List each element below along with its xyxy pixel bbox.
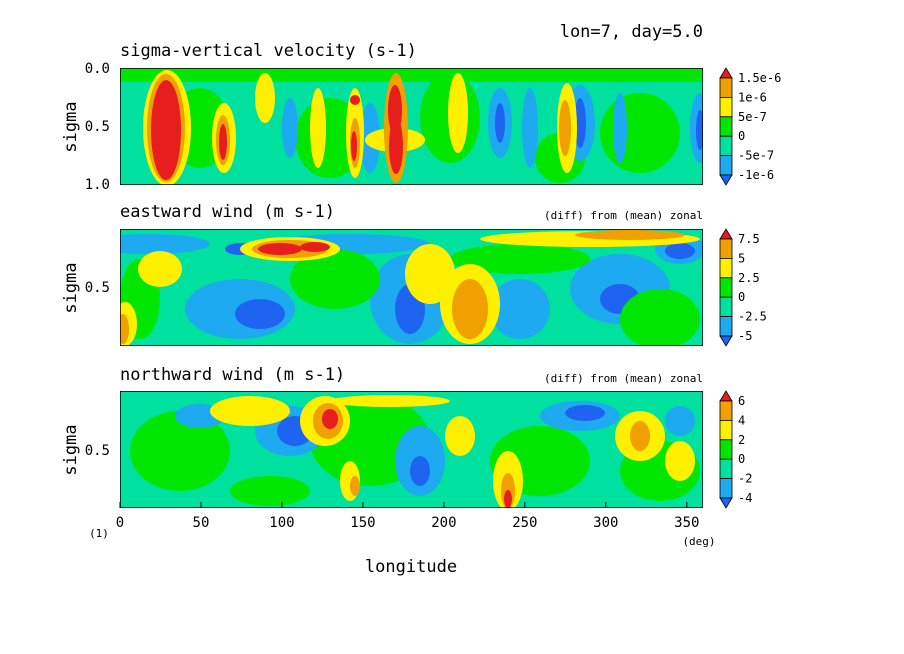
panel-eastward-wind: eastward wind (m s-1) (diff) from (mean)… <box>61 202 767 347</box>
colorbar-label: 0 <box>738 452 745 466</box>
colorbar-swatch <box>719 458 733 480</box>
x-tick-label: 100 <box>269 515 294 531</box>
panel-3-ytick: 0.5 <box>85 443 110 459</box>
x-axis-label: longitude <box>365 557 457 577</box>
colorbar-swatch <box>719 316 733 337</box>
colorbar-label: -2.5 <box>738 310 767 324</box>
colorbar-top-triangle <box>719 390 733 402</box>
colorbar-swatch <box>719 238 733 259</box>
colorbar-swatch <box>719 135 733 156</box>
panel-northward-wind: northward wind (m s-1) (diff) from (mean… <box>61 365 752 577</box>
panel-2-colorbar: 7.5 5 2.5 0 -2.5 -5 <box>719 228 767 347</box>
colorbar-label: -2 <box>738 472 752 486</box>
panel-3-colorbar: 6 4 2 0 -2 -4 <box>719 390 752 509</box>
x-tick-label: 50 <box>193 515 210 531</box>
figure-header: lon=7, day=5.0 <box>560 22 703 42</box>
colorbar-label: -4 <box>738 491 752 505</box>
colorbar-swatch <box>719 97 733 118</box>
panel-2-heatmap <box>120 229 703 346</box>
x-tick-label: 250 <box>512 515 537 531</box>
x-tick-label: 200 <box>431 515 456 531</box>
colorbar-top-triangle <box>719 67 733 79</box>
panel-2-title: eastward wind (m s-1) <box>120 202 335 222</box>
colorbar-label: -5e-7 <box>738 149 774 163</box>
colorbar-bottom-triangle <box>719 174 733 186</box>
colorbar-label: 5 <box>738 251 745 265</box>
x-axis-ticks: 0 50 100 150 200 250 300 350 <box>116 502 699 531</box>
panel-2-ytick: 0.5 <box>85 280 110 296</box>
colorbar-swatch <box>719 296 733 318</box>
x-tick-label: 350 <box>674 515 699 531</box>
panel-3-title: northward wind (m s-1) <box>120 365 345 385</box>
panel-3-subtitle: (diff) from (mean) zonal <box>544 372 703 385</box>
x-tick-label: 300 <box>593 515 618 531</box>
colorbar-label: -5 <box>738 329 752 343</box>
colorbar-label: 4 <box>738 413 745 427</box>
colorbar-bottom-triangle <box>719 335 733 347</box>
colorbar-label: 5e-7 <box>738 110 767 124</box>
colorbar-swatch <box>719 116 733 137</box>
panel-1-ytick: 0.5 <box>85 119 110 135</box>
colorbar-top-triangle <box>719 228 733 240</box>
colorbar-label: -1e-6 <box>738 168 774 182</box>
panel-1-title: sigma-vertical velocity (s-1) <box>120 41 417 61</box>
x-tick-label: 0 <box>116 515 124 531</box>
panel-2-ylabel: sigma <box>61 262 81 313</box>
panel-1-heatmap <box>120 68 703 185</box>
x-tick-label: 150 <box>350 515 375 531</box>
colorbar-swatch <box>719 439 733 460</box>
colorbar-swatch <box>719 277 733 298</box>
panel-2-subtitle: (diff) from (mean) zonal <box>544 209 703 222</box>
colorbar-label: 2.5 <box>738 271 760 285</box>
panel-1-ytick: 0.0 <box>85 61 110 77</box>
colorbar-label: 0 <box>738 129 745 143</box>
panel-1-colorbar: 1.5e-6 1e-6 5e-7 0 -5e-7 -1e-6 <box>719 67 781 186</box>
panel-1-ylabel: sigma <box>61 101 81 152</box>
right-unit-label: (deg) <box>682 535 715 548</box>
colorbar-label: 2 <box>738 433 745 447</box>
panel-3-ylabel: sigma <box>61 424 81 475</box>
colorbar-label: 0 <box>738 290 745 304</box>
panel-vertical-velocity: sigma-vertical velocity (s-1) <box>61 41 781 193</box>
colorbar-label: 6 <box>738 394 745 408</box>
colorbar-label: 1.5e-6 <box>738 71 781 85</box>
colorbar-swatch <box>719 419 733 441</box>
colorbar-bottom-triangle <box>719 497 733 509</box>
colorbar-swatch <box>719 478 733 499</box>
panel-1-ytick: 1.0 <box>85 177 110 193</box>
panel-3-heatmap <box>120 391 703 508</box>
colorbar-label: 1e-6 <box>738 90 767 104</box>
colorbar-swatch <box>719 77 733 98</box>
colorbar-swatch <box>719 155 733 176</box>
colorbar-label: 7.5 <box>738 232 760 246</box>
colorbar-swatch <box>719 400 733 421</box>
left-unit-label: (1) <box>89 527 109 540</box>
colorbar-swatch <box>719 257 733 279</box>
